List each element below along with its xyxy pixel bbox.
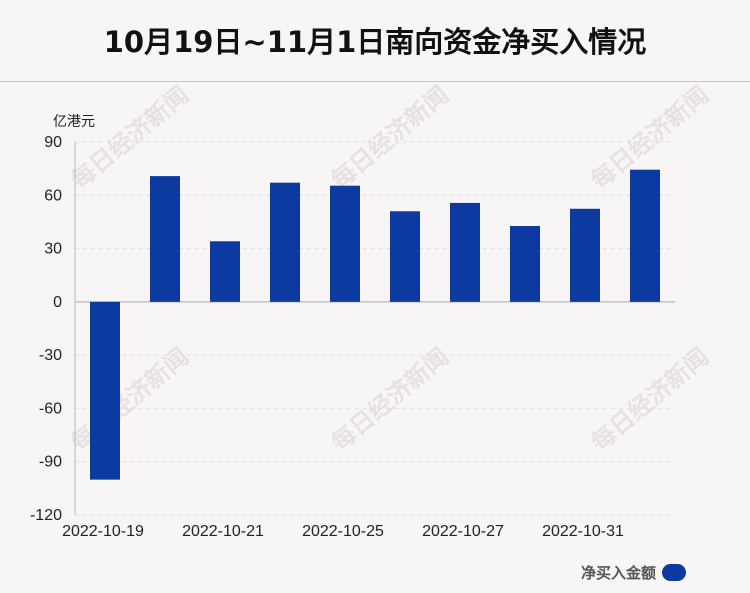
bar xyxy=(270,182,300,302)
bar xyxy=(390,211,420,302)
bar xyxy=(570,208,600,302)
legend-swatch xyxy=(662,564,686,581)
x-tick-label: 2022-10-19 xyxy=(62,523,144,540)
bar xyxy=(150,176,180,302)
y-tick-label: -120 xyxy=(30,507,62,524)
x-tick-label: 2022-10-25 xyxy=(302,523,384,540)
bar xyxy=(210,241,240,302)
watermark-text: 每日经济新闻 xyxy=(325,80,454,195)
chart-legend: 净买入金额 xyxy=(581,562,686,583)
y-tick-label: 30 xyxy=(44,241,62,258)
bar xyxy=(90,301,120,480)
y-tick-label: 90 xyxy=(44,134,62,151)
x-tick-label: 2022-10-21 xyxy=(182,523,264,540)
bar xyxy=(510,226,540,302)
chart-title: 10月19日~11月1日南向资金净买入情况 xyxy=(103,25,647,59)
watermark-text: 每日经济新闻 xyxy=(585,342,714,457)
watermark-text: 每日经济新闻 xyxy=(65,342,194,457)
y-tick-label: 60 xyxy=(44,187,62,204)
legend-label: 净买入金额 xyxy=(580,564,656,582)
y-axis-unit-label: 亿港元 xyxy=(53,114,95,130)
bar xyxy=(330,185,360,302)
y-tick-label: 0 xyxy=(53,294,62,311)
x-tick-label: 2022-10-31 xyxy=(542,523,624,540)
x-tick-label: 2022-10-27 xyxy=(422,523,504,540)
title-divider xyxy=(0,81,750,82)
bar xyxy=(450,202,480,302)
y-tick-label: -90 xyxy=(39,454,62,471)
y-tick-label: -30 xyxy=(39,347,62,364)
bar xyxy=(630,169,660,302)
watermark-text: 每日经济新闻 xyxy=(325,342,454,457)
y-tick-label: -60 xyxy=(39,400,62,417)
